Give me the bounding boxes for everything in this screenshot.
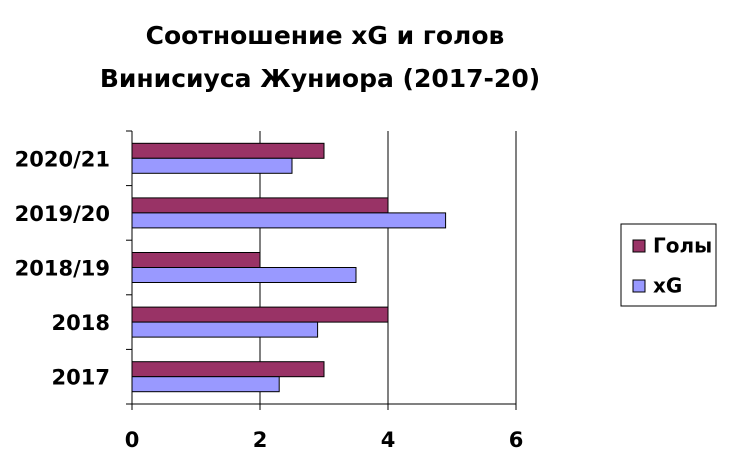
y-tick-label: 2017 [52, 366, 110, 390]
y-tick-label: 2020/21 [15, 147, 110, 171]
y-tick-label: 2019/20 [15, 202, 110, 226]
chart-title: Винисиуса Жуниора (2017-20) [100, 64, 540, 93]
bar [131, 197, 389, 214]
x-tick-label: 4 [381, 428, 396, 452]
legend-label: xG [653, 274, 682, 298]
x-tick-label: 2 [253, 428, 268, 452]
bar [131, 306, 389, 323]
y-tick-label: 2018 [52, 311, 110, 335]
bar [131, 267, 357, 283]
bar [131, 361, 325, 378]
chart-title: Соотношение xG и голов [146, 21, 505, 50]
bar [131, 321, 319, 338]
bar [131, 142, 325, 159]
legend-swatch [632, 279, 646, 293]
bar [131, 376, 280, 393]
x-tick-label: 6 [509, 428, 524, 452]
bar [131, 157, 293, 174]
legend-label: Голы [653, 234, 712, 258]
legend-swatch [632, 239, 646, 253]
x-tick-label: 0 [125, 428, 140, 452]
bar [131, 252, 261, 268]
bar [131, 212, 447, 229]
y-tick-label: 2018/19 [15, 257, 110, 281]
